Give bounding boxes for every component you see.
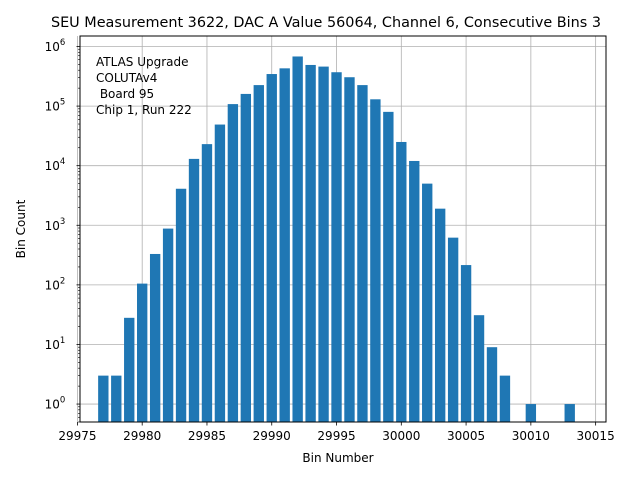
bar (201, 144, 213, 422)
bar (175, 188, 187, 422)
y-tick-label: 100 (45, 396, 66, 412)
bar (111, 375, 122, 422)
chart-title: SEU Measurement 3622, DAC A Value 56064,… (51, 15, 601, 31)
bar (460, 265, 472, 422)
x-tick-label: 30000 (382, 429, 420, 443)
bar (305, 64, 316, 423)
bar (564, 404, 575, 422)
bar-layer (98, 56, 575, 423)
annotation-line: COLUTAv4 (96, 71, 157, 85)
annotation-line: Chip 1, Run 222 (96, 103, 192, 117)
bar (525, 404, 537, 422)
x-axis-ticks: 29975 29980 29985 29990 29995 30000 30005 30010… (58, 422, 615, 443)
bar (279, 68, 290, 422)
x-tick-label: 29975 (58, 429, 96, 443)
bar (162, 228, 174, 422)
bar (253, 85, 264, 422)
bar (292, 56, 303, 422)
x-tick-label: 29980 (123, 429, 161, 443)
bar (409, 160, 420, 422)
annotation-block: ATLAS Upgrade COLUTAv4 Board 95 Chip 1, Ru… (96, 55, 192, 117)
y-axis-label: Bin Count (14, 199, 28, 258)
bar (499, 375, 511, 422)
bar (434, 208, 446, 422)
bar (396, 141, 407, 422)
plot-frame (79, 35, 607, 423)
y-tick-label: 106 (45, 38, 66, 54)
x-tick-label: 29990 (253, 429, 291, 443)
bar (331, 72, 342, 422)
bar (240, 93, 252, 423)
annotation-line: Board 95 (96, 87, 154, 101)
y-tick-label: 105 (45, 98, 66, 114)
bar (447, 237, 459, 422)
bar (486, 347, 498, 422)
y-tick-label: 104 (45, 157, 66, 173)
bar (227, 104, 239, 422)
y-axis-ticks: 100 101 102 103 104 105 106 (45, 38, 80, 423)
bar (124, 317, 135, 422)
bar (98, 375, 109, 422)
x-tick-label: 30010 (512, 429, 550, 443)
bar (266, 74, 277, 423)
bar (214, 124, 226, 422)
x-tick-label: 30005 (447, 429, 485, 443)
bar (370, 99, 381, 423)
bar (188, 158, 200, 423)
bar (137, 283, 148, 422)
y-tick-label: 102 (45, 276, 66, 292)
bar (383, 111, 394, 423)
annotation-line: ATLAS Upgrade (96, 55, 189, 69)
bar (473, 315, 485, 422)
x-axis-label: Bin Number (302, 451, 373, 465)
y-tick-label: 103 (45, 217, 66, 233)
x-tick-label: 30015 (577, 429, 615, 443)
bar (149, 253, 161, 422)
x-tick-label: 29995 (317, 429, 355, 443)
bar (357, 85, 368, 422)
y-tick-label: 101 (45, 336, 66, 352)
bar (344, 77, 355, 423)
x-tick-label: 29985 (188, 429, 226, 443)
bar (318, 66, 329, 422)
bar (422, 183, 433, 422)
